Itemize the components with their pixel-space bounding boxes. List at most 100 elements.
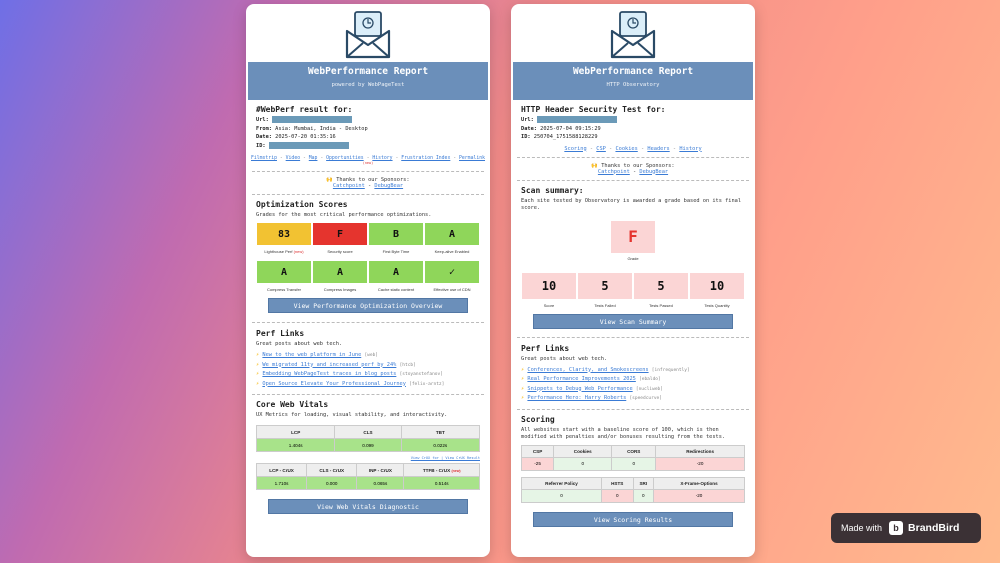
sponsor-catchpoint[interactable]: Catchpoint (597, 168, 630, 175)
new-badge: (new) (451, 468, 461, 473)
sponsors: 🙌 Thanks to our Sponsors: Catchpoint - D… (246, 177, 490, 189)
scoring-value: 0 (611, 456, 657, 471)
link-frustration-index[interactable]: Frustration Index (401, 156, 451, 161)
crux-value: 0.000 (306, 476, 358, 490)
scoring-subtitle: All websites start with a baseline score… (521, 426, 726, 441)
crux-value: 1.710s (255, 476, 308, 490)
list-item: ⚡ Embedding WebPageTest traces in blog p… (256, 371, 443, 377)
scan-summary-title: Scan summary: (521, 185, 584, 195)
link-headers[interactable]: Headers (647, 145, 670, 152)
stat-value: 5 (634, 272, 688, 299)
envelope-icon (246, 4, 490, 62)
scoring-value: -20 (653, 488, 745, 503)
scoring-value: 0 (601, 488, 634, 503)
url-label: Url: (521, 117, 534, 123)
scores-row-2: A Compress Transfer A Compress Images A … (246, 261, 490, 295)
perf-link[interactable]: Embedding WebPageTest traces in blog pos… (262, 371, 397, 377)
sponsor-debugbear[interactable]: DebugBear (639, 168, 669, 175)
sponsor-debugbear[interactable]: DebugBear (374, 183, 404, 189)
list-item: ⚡ Open Source Elevate Your Professional … (256, 380, 445, 387)
perf-link[interactable]: Performance Hero: Harry Roberts (527, 395, 627, 401)
web-vitals-diagnostic-button[interactable]: View Web Vitals Diagnostic (268, 499, 468, 514)
link-filmstrip[interactable]: Filmstrip (250, 156, 277, 161)
score-tile[interactable]: 83 (257, 223, 311, 245)
optimization-title: Optimization Scores (256, 200, 348, 209)
link-csp[interactable]: CSP (596, 145, 606, 152)
grade-tile[interactable]: F (611, 220, 655, 253)
link-history[interactable]: History (372, 156, 393, 161)
url-label: Url: (256, 117, 269, 123)
perf-link-tag: [speedcurve] (629, 396, 662, 401)
sponsor-catchpoint[interactable]: Catchpoint (332, 183, 365, 189)
scoring-value: 0 (632, 488, 655, 503)
scoring-value: 0 (521, 488, 602, 503)
from-label: From: (256, 125, 272, 132)
link-video[interactable]: Video (285, 156, 301, 161)
crux-header: LCP - CrUX (255, 463, 308, 477)
crux-header: CLS - CrUX (306, 463, 358, 477)
cwv-value: 1.404s (255, 438, 336, 452)
new-badge: (new) (362, 161, 374, 165)
score-tile[interactable]: A (369, 261, 423, 283)
score-tile[interactable]: A (313, 261, 367, 283)
link-cookies[interactable]: Cookies (615, 145, 638, 152)
report-subtitle: powered by WebPageTest (331, 82, 405, 88)
scores-row-1: 83 Lighthouse Perf (new) F Security scor… (246, 223, 490, 257)
optimization-subtitle: Grades for the most critical performance… (256, 212, 432, 218)
crux-header: INP - CrUX (356, 463, 405, 477)
from-value: Asia: Mumbai, India - Desktop (275, 125, 368, 132)
scan-summary-button[interactable]: View Scan Summary (533, 313, 733, 329)
cwv-header: CLS (334, 425, 402, 439)
report-banner: WebPerformance Report powered by WebPage… (248, 62, 488, 100)
report-links: Scoring - CSP - Cookies - Headers - Hist… (564, 145, 702, 152)
perf-links-subtitle: Great posts about web tech. (521, 355, 608, 362)
perf-link[interactable]: New to the web platform in June (262, 352, 362, 358)
link-history[interactable]: History (679, 145, 702, 152)
perf-links-list: ⚡ New to the web platform in June [web] … (256, 351, 480, 389)
score-label: Cache static content (377, 287, 415, 292)
score-tile[interactable]: F (313, 223, 367, 245)
cwv-header: TBT (400, 425, 481, 439)
list-item: ⚡ Real Performance Improvements 2025 [eb… (521, 376, 661, 382)
perf-link[interactable]: Open Source Elevate Your Professional Jo… (262, 380, 406, 387)
stat-value: 5 (578, 272, 632, 299)
link-scoring[interactable]: Scoring (564, 145, 587, 152)
date-label: Date: (256, 134, 272, 140)
perf-link-tag: [felix-arntz] (409, 381, 445, 387)
report-subtitle: HTTP Observatory (606, 82, 660, 88)
perf-links-title: Perf Links (521, 343, 570, 353)
sponsors-text: 🙌 Thanks to our Sponsors: (326, 177, 410, 183)
scoring-table-2: Referrer Policy HSTS SRI X-Frame-Options… (521, 476, 745, 503)
optimization-overview-button[interactable]: View Performance Optimization Overview (268, 298, 468, 313)
redacted-id (268, 141, 349, 149)
score-tile[interactable]: A (257, 261, 311, 283)
perf-link-tag: [htcb] (399, 362, 416, 368)
check-icon[interactable]: ✓ (425, 261, 479, 283)
perf-link[interactable]: Snippets to Debug Web Performance (527, 385, 633, 392)
list-item: ⚡ Conferences, Clarity, and Smokescreens… (521, 366, 690, 373)
perf-link[interactable]: Real Performance Improvements 2025 (527, 376, 636, 382)
crux-links[interactable]: View CrUX for | View CrUX Result (410, 456, 480, 460)
scan-stats: 10 Score 5 Tests Failed 5 Tests Passed 1… (511, 272, 755, 311)
score-tile[interactable]: A (425, 223, 479, 245)
result-heading: HTTP Header Security Test for: (521, 105, 666, 114)
perf-link[interactable]: We migrated 11ty and increased perf by 2… (262, 361, 397, 368)
scoring-header: HSTS (601, 476, 634, 490)
scoring-header: CORS (611, 444, 657, 458)
link-permalink[interactable]: Permalink (459, 156, 486, 161)
date-value: 2025-07-20 01:35:16 (275, 134, 336, 140)
envelope-icon (511, 4, 755, 62)
crux-value: 0.514s (403, 476, 480, 490)
perf-link[interactable]: Conferences, Clarity, and Smokescreens (527, 366, 649, 373)
link-map[interactable]: Map (308, 156, 318, 161)
brandbird-badge[interactable]: Made with b BrandBird (831, 513, 981, 543)
scoring-results-button[interactable]: View Scoring Results (533, 511, 733, 527)
score-tile[interactable]: B (369, 223, 423, 245)
perf-links-title: Perf Links (256, 329, 305, 338)
redacted-url (271, 116, 352, 123)
scoring-value: -20 (655, 456, 745, 471)
cwv-value: 0.022s (400, 438, 481, 452)
date-value: 2025-07-04 09:15:29 (540, 125, 601, 132)
link-opportunities[interactable]: Opportunities (326, 156, 364, 161)
brandbird-logo-icon: b (889, 521, 904, 535)
